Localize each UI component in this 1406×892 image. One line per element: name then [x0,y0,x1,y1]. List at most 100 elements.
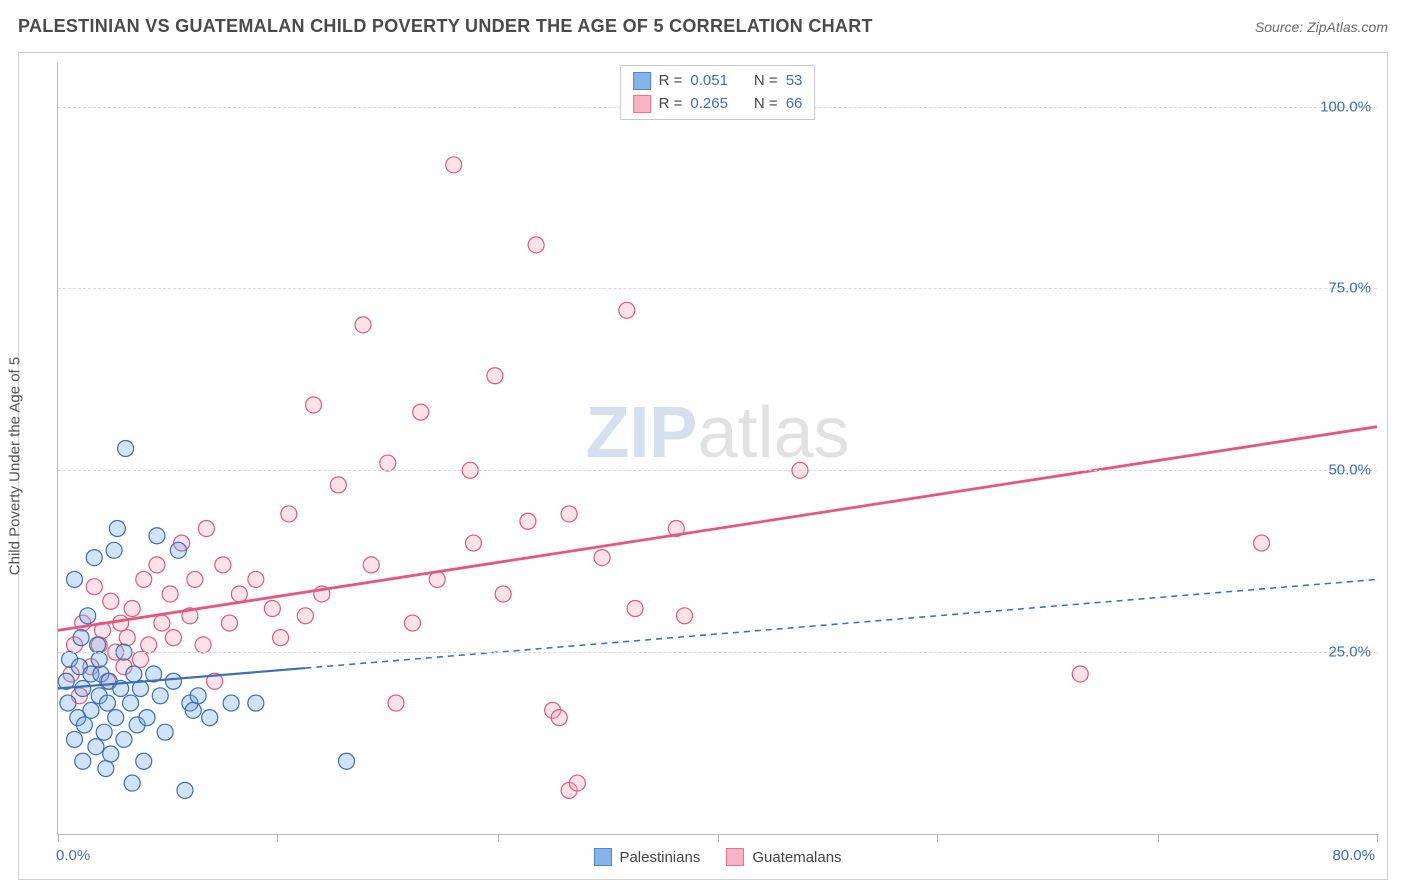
source-credit: Source: ZipAtlas.com [1255,19,1388,35]
y-axis-label: Child Poverty Under the Age of 5 [7,357,24,575]
data-point [273,630,289,646]
data-point [88,739,104,755]
data-point [149,557,165,573]
x-tick-label: 80.0% [1332,847,1375,864]
data-point [487,368,503,384]
data-point [66,571,82,587]
r-value-pink: 0.265 [690,93,728,116]
x-tick-label: 0.0% [56,847,90,864]
data-point [404,615,420,631]
data-point [495,586,511,602]
n-value-pink: 66 [786,93,803,116]
data-point [132,651,148,667]
x-tick [937,834,938,842]
data-point [141,637,157,653]
data-point [177,782,193,798]
data-point [90,637,106,653]
data-point [185,702,201,718]
data-point [1254,535,1270,551]
x-tick [1377,834,1378,842]
gridline [58,288,1377,289]
x-tick [718,834,719,842]
data-point [106,542,122,558]
n-label-blue: N = [754,70,778,93]
data-point [149,528,165,544]
data-point [187,571,203,587]
data-point [297,608,313,624]
data-point [113,615,129,631]
data-point [413,404,429,420]
data-point [198,521,214,537]
legend-row-blue: R = 0.051 N = 53 [633,70,803,93]
data-point [157,724,173,740]
data-point [75,681,91,697]
data-point [388,695,404,711]
gridline [58,470,1377,471]
x-tick [498,834,499,842]
data-point [594,550,610,566]
data-point [124,775,140,791]
r-label-blue: R = [659,70,683,93]
data-point [116,731,132,747]
data-point [677,608,693,624]
legend-row-pink: R = 0.265 N = 66 [633,93,803,116]
data-point [248,571,264,587]
data-point [264,601,280,617]
data-point [561,506,577,522]
data-point [363,557,379,573]
data-point [627,601,643,617]
series-legend: Palestinians Guatemalans [593,848,841,866]
data-point [103,746,119,762]
r-value-blue: 0.051 [690,70,728,93]
data-point [551,710,567,726]
page-title: PALESTINIAN VS GUATEMALAN CHILD POVERTY … [18,16,873,37]
data-point [281,506,297,522]
data-point [109,521,125,537]
data-point [170,542,186,558]
legend-label-blue: Palestinians [619,849,700,866]
x-tick [58,834,59,842]
y-tick-label: 50.0% [1328,462,1371,479]
data-point [139,710,155,726]
data-point [86,579,102,595]
data-point [123,695,139,711]
data-point [162,586,178,602]
data-point [103,593,119,609]
plot-area: ZIPatlas R = 0.051 N = 53 R = 0.265 N = … [57,63,1377,835]
legend-label-pink: Guatemalans [752,849,841,866]
data-point [165,630,181,646]
data-point [306,397,322,413]
data-point [528,237,544,253]
data-point [569,775,585,791]
data-point [136,571,152,587]
data-point [154,615,170,631]
data-point [66,731,82,747]
swatch-blue-bottom [593,848,611,866]
data-point [91,651,107,667]
n-label-pink: N = [754,93,778,116]
data-point [202,710,218,726]
data-point [330,477,346,493]
data-point [195,637,211,653]
data-point [165,673,181,689]
data-point [99,695,115,711]
data-point [80,608,96,624]
data-point [73,630,89,646]
data-point [108,710,124,726]
data-point [231,586,247,602]
data-point [76,717,92,733]
data-point [118,441,134,457]
data-point [223,695,239,711]
x-tick [1158,834,1159,842]
data-point [60,695,76,711]
data-point [136,753,152,769]
y-tick-label: 25.0% [1328,644,1371,661]
data-point [86,550,102,566]
data-point [380,455,396,471]
trend-line [58,427,1377,631]
data-point [215,557,231,573]
data-point [126,666,142,682]
data-point [221,615,237,631]
data-point [152,688,168,704]
data-point [248,695,264,711]
